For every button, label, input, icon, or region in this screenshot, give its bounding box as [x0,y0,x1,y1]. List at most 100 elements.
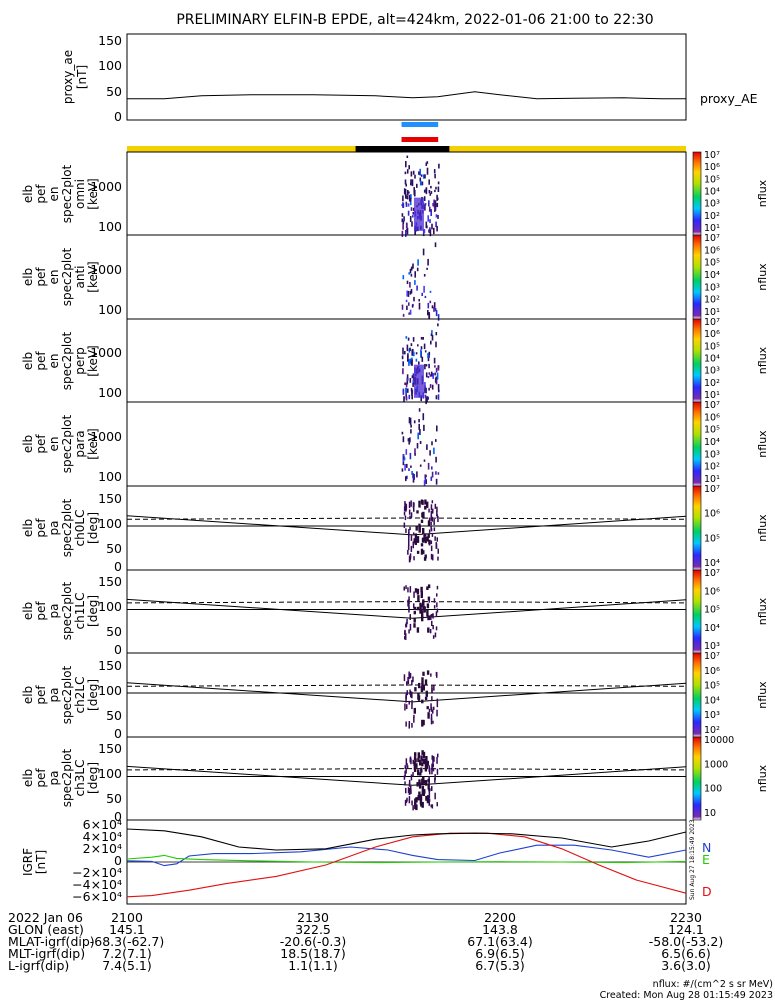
igrf-series [126,828,687,898]
pitch-angle-cell [413,610,416,615]
pitch-angle-cell [419,772,422,776]
pitch-angle-cell [407,599,409,607]
spectrogram-cell [435,186,437,190]
spectrogram-cell [438,163,440,169]
spectrogram-cell [404,351,406,355]
spectrogram-cell [406,344,409,352]
spectrogram-cell [434,200,437,207]
spectrogram-cell [427,310,429,316]
spectrogram-cell [424,394,427,398]
spectrogram-cell [428,313,431,320]
pitch-angle-cell [432,720,434,724]
spectrogram-cell [425,387,427,394]
pitch-angle-cell [404,504,407,512]
pitch-angle-cell [433,756,435,762]
x-row-label: MLT-igrf(dip) [8,946,85,961]
spectrogram-cell [411,304,414,308]
energy-panel-ylabel: [keV] [86,345,100,376]
x-axis-time-label: 2200 [484,910,516,925]
energy-panel-ylabel: en [47,437,61,452]
spectrogram-cell [418,419,420,423]
pitch-angle-cell [434,632,437,638]
energy-panel-omni: elb pef en spec2plot omni [keV] 1000 100 [21,151,687,237]
pitch-angle-cell [422,671,425,676]
spectrogram-cell [404,171,407,175]
spectrogram-cell [414,230,416,236]
pitch-angle-cell [432,508,434,514]
colorbar-tick: 10² [704,211,720,222]
energy-panel-ylabel: en [47,270,61,285]
colorbar-tick: 10³ [704,641,720,652]
spectrogram-cell [428,230,430,233]
pitch-angle-cell [437,516,439,522]
spectrogram-cell [402,202,404,208]
pitch-angle-cell [403,586,405,591]
spectrogram-cell [406,227,409,235]
pitch-angle-cell [423,557,427,561]
pitch-angle-cell [430,525,432,530]
pitch-angle-cell [407,787,410,794]
spectrogram-cell [431,223,433,230]
spectrogram-cell [430,209,432,216]
energy-panel-ylabel: elb [21,268,35,286]
spectrogram-cell [434,308,437,312]
energy-panel-tick: 100 [98,385,122,400]
spectrogram-cell [429,229,432,237]
colorbar-tick: 10⁴ [704,558,720,569]
spectrogram-cell [402,218,405,221]
pitch-angle-cell [435,626,438,631]
pitch-angle-cell [404,703,406,711]
pitch-panel-ylabel: ch1LC [73,593,87,630]
pitch-panel-ylabel: elb [21,519,35,537]
energy-panel-tick: 100 [98,219,122,234]
spectrogram-cell [425,187,428,195]
spectrogram-cell [406,463,408,468]
pitch-angle-cell [433,706,435,710]
spectrogram-cell [402,459,405,462]
pitch-angle-cell [410,774,413,781]
pitch-panel-ylabel: pef [34,601,48,621]
colorbar-tick: 10¹ [704,223,720,234]
pitch-panel-tick: 100 [98,516,122,531]
spectrogram-cell [409,358,412,364]
colorbar-label: nflux [756,597,769,625]
spectrogram-cell [429,219,431,223]
pitch-panel-tick: 50 [106,708,122,723]
pitch-angle-cell [422,684,425,691]
pitch-panel-frame [126,736,687,821]
pitch-panel-tick: 100 [98,683,122,698]
colorbar-tick: 10⁵ [704,341,720,352]
spectrogram-cell [423,285,425,293]
pitch-panel-ylabel: elb [21,602,35,620]
pitch-angle-cell [437,556,439,561]
spectrogram-cell [407,290,410,297]
pitch-angle-cell [437,548,439,554]
energy-panel-perp: elb pef en spec2plot perp [keV] 1000 100 [21,318,687,405]
spectrogram-cell [405,382,408,387]
pitch-angle-cell [412,805,414,811]
colorbar-tick: 10⁵ [704,533,720,544]
pitch-angle-cell [407,680,410,684]
colorbar-tick: 10⁵ [704,425,720,436]
pitch-angle-cell [436,608,439,613]
pitch-angle-cell [423,606,426,613]
pitch-angle-cell [436,585,439,590]
pitch-angle-cell [430,553,433,560]
pitch-angle-cell [424,533,427,537]
igrf-ylabel: IGRF [21,848,35,876]
pitch-angle-cell [408,779,411,787]
pitch-angle-cell [426,609,429,617]
x-axis-time-label: 2100 [111,910,143,925]
pitch-angle-cell [421,699,424,704]
spectrogram-cell [405,396,408,401]
spectrogram-cell [416,443,419,449]
colorbar-tick: 10⁶ [704,162,720,173]
spectrogram-cell [404,189,407,196]
colorbar-tick: 10⁶ [704,509,720,520]
spectrogram-cell [435,367,438,373]
pitch-angle-cell [409,756,412,761]
spectrogram-cell [437,314,440,321]
spectrogram-cell [435,341,437,348]
proxy-ae-tick: 50 [106,84,122,99]
